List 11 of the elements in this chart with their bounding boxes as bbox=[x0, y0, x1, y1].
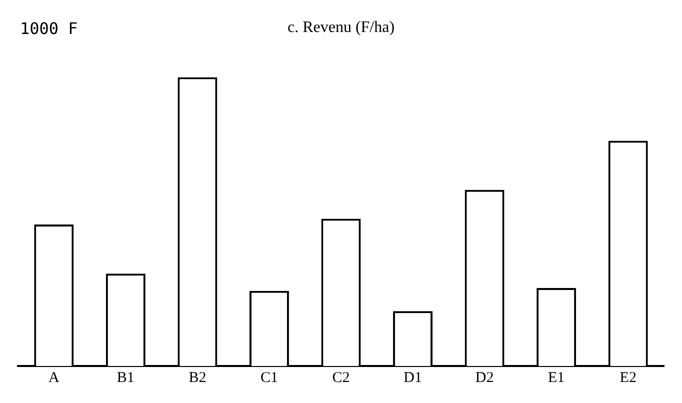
x-tick-label: C2 bbox=[332, 370, 350, 386]
y-axis-title: 1000 F bbox=[20, 19, 78, 38]
x-tick-label: D1 bbox=[404, 370, 422, 386]
x-tick-label: C1 bbox=[260, 370, 278, 386]
x-tick-label: B1 bbox=[116, 370, 134, 386]
x-tick-label: B2 bbox=[188, 370, 206, 386]
x-tick-label: E1 bbox=[548, 370, 565, 386]
x-tick-label: A bbox=[48, 370, 60, 386]
chart-title: c. Revenu (F/ha) bbox=[287, 18, 395, 36]
x-tick-label: D2 bbox=[475, 370, 494, 386]
x-tick-label: E2 bbox=[620, 370, 636, 386]
